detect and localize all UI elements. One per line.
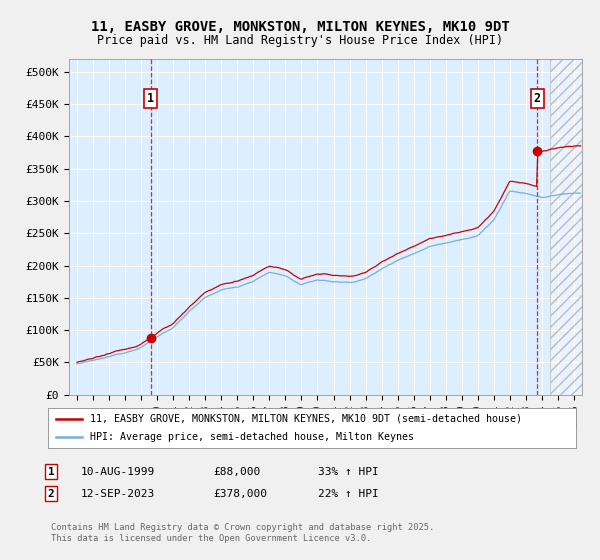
Text: 2: 2 — [47, 489, 55, 499]
Text: HPI: Average price, semi-detached house, Milton Keynes: HPI: Average price, semi-detached house,… — [90, 432, 414, 442]
Text: 33% ↑ HPI: 33% ↑ HPI — [318, 466, 379, 477]
Text: 11, EASBY GROVE, MONKSTON, MILTON KEYNES, MK10 9DT: 11, EASBY GROVE, MONKSTON, MILTON KEYNES… — [91, 20, 509, 34]
Text: £88,000: £88,000 — [213, 466, 260, 477]
Text: 10-AUG-1999: 10-AUG-1999 — [81, 466, 155, 477]
Text: Price paid vs. HM Land Registry's House Price Index (HPI): Price paid vs. HM Land Registry's House … — [97, 34, 503, 47]
Text: 11, EASBY GROVE, MONKSTON, MILTON KEYNES, MK10 9DT (semi-detached house): 11, EASBY GROVE, MONKSTON, MILTON KEYNES… — [90, 414, 522, 423]
Bar — [550, 59, 590, 395]
Text: 12-SEP-2023: 12-SEP-2023 — [81, 489, 155, 499]
Text: 1: 1 — [47, 466, 55, 477]
Text: 2: 2 — [534, 92, 541, 105]
Bar — [550, 59, 590, 395]
Text: 1: 1 — [148, 92, 154, 105]
Text: Contains HM Land Registry data © Crown copyright and database right 2025.
This d: Contains HM Land Registry data © Crown c… — [51, 524, 434, 543]
Text: £378,000: £378,000 — [213, 489, 267, 499]
Text: 22% ↑ HPI: 22% ↑ HPI — [318, 489, 379, 499]
